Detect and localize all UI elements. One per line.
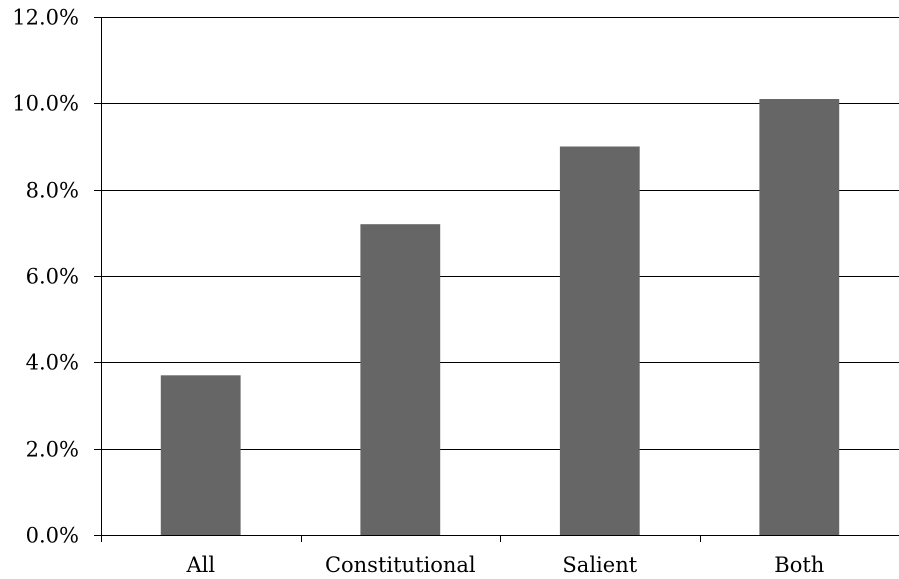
x-tick-label: Both (774, 553, 824, 577)
x-tick-labels: All Constitutional Salient Both (185, 553, 824, 577)
bar-all (160, 375, 241, 535)
x-tick-label: All (185, 553, 215, 577)
y-tick-label: 12.0% (12, 6, 79, 30)
bar-both (759, 99, 840, 535)
y-tick-label: 8.0% (26, 179, 79, 203)
y-tick-label: 6.0% (26, 265, 79, 289)
x-tick-label: Salient (562, 553, 637, 577)
y-tick-labels: 0.0% 2.0% 4.0% 6.0% 8.0% 10.0% 12.0% (12, 6, 79, 548)
bar-salient (559, 146, 640, 535)
y-tick-label: 2.0% (26, 438, 79, 462)
y-tick-label: 0.0% (26, 524, 79, 548)
x-tick-label: Constitutional (325, 553, 476, 577)
y-tick-label: 4.0% (26, 351, 79, 375)
axes (94, 17, 899, 542)
y-tick-label: 10.0% (12, 92, 79, 116)
bars (160, 99, 840, 535)
bar-constitutional (360, 224, 441, 535)
